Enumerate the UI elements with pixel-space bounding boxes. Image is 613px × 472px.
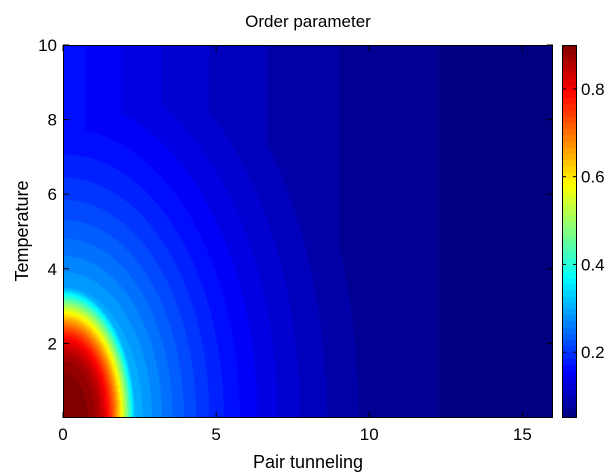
x-tick-label: 5: [211, 425, 220, 444]
y-axis-label: Temperature: [12, 180, 32, 281]
heatmap-plot-area: [63, 45, 553, 418]
y-tick-label: 4: [48, 260, 57, 279]
x-tick-label: 0: [58, 425, 67, 444]
colorbar-tick-label: 0.8: [581, 80, 605, 99]
colorbar-tick-label: 0.6: [581, 168, 605, 187]
colorbar-tick-label: 0.2: [581, 343, 605, 362]
colorbar-frame: [562, 45, 577, 418]
x-tick-label: 10: [360, 425, 379, 444]
x-axis-label: Pair tunneling: [253, 452, 363, 472]
y-tick-label: 2: [48, 334, 57, 353]
y-tick-label: 10: [38, 36, 57, 55]
plot-frame: [63, 45, 553, 418]
colorbar-gradient: [562, 45, 577, 418]
x-tick-label: 15: [513, 425, 532, 444]
chart-title: Order parameter: [245, 12, 371, 31]
y-tick-label: 6: [48, 185, 57, 204]
colorbar-tick-label: 0.4: [581, 255, 605, 274]
y-tick-label: 8: [48, 111, 57, 130]
